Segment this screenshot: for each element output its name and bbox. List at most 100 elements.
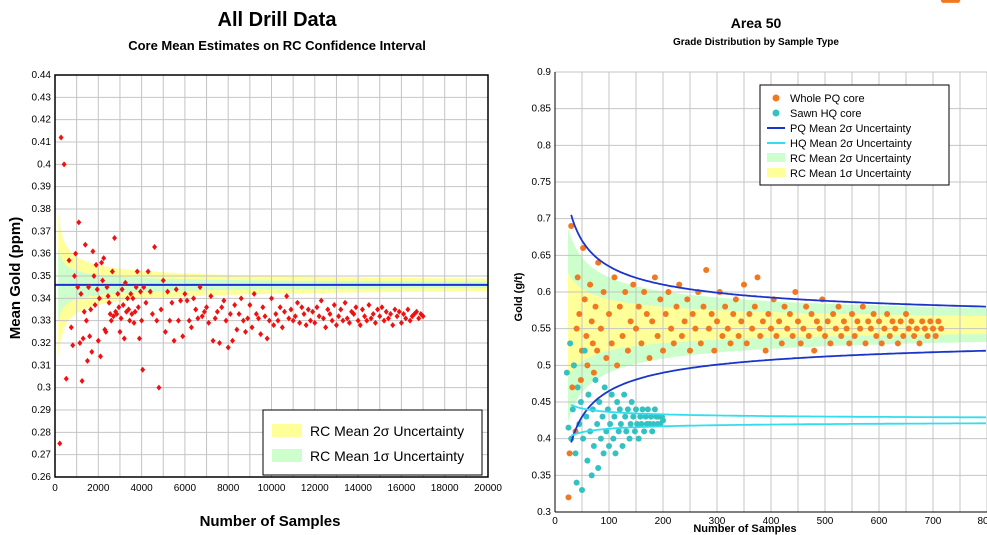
left-data-point (251, 290, 257, 297)
left-data-point (110, 313, 116, 320)
left-data-point (210, 337, 216, 344)
left-y-tick-label: 0.44 (32, 70, 52, 81)
left-data-point (238, 295, 244, 302)
right-pq-point (673, 303, 680, 310)
right-pq-point (657, 296, 664, 303)
right-pq-point (768, 325, 774, 332)
right-hq-point (635, 435, 642, 442)
right-pq-point (616, 303, 623, 310)
right-chart-title: Area 50 (731, 15, 782, 31)
left-data-point (262, 313, 268, 320)
left-data-point (329, 317, 335, 324)
left-y-tick-label: 0.27 (32, 450, 52, 461)
right-pq-point (573, 325, 580, 332)
left-data-point (116, 304, 122, 311)
right-y-tick-label: 0.45 (532, 397, 552, 408)
right-pq-point (590, 369, 597, 376)
left-data-point (120, 302, 126, 309)
right-hq-point (608, 391, 615, 398)
right-pq-point (776, 318, 783, 325)
right-hq-point (648, 413, 655, 420)
left-data-point (204, 304, 210, 311)
right-hq-point (573, 479, 580, 486)
left-data-point (260, 304, 266, 311)
left-data-point (58, 134, 64, 141)
right-pq-point (627, 318, 634, 325)
right-x-tick-label: 80 (977, 516, 987, 527)
left-x-tick-label: 14000 (344, 483, 372, 494)
left-data-point (115, 290, 121, 297)
left-data-point (310, 308, 316, 315)
left-data-point (340, 317, 346, 324)
left-x-tick-label: 10000 (258, 483, 286, 494)
left-data-point (353, 304, 359, 311)
left-data-point (266, 317, 272, 324)
right-hq-point (563, 369, 570, 376)
right-hq-point (588, 472, 595, 479)
right-x-axis-label: Number of Samples (693, 523, 796, 535)
right-hq-point (619, 443, 626, 449)
right-pq-point (911, 333, 918, 339)
left-data-point (217, 340, 223, 346)
left-x-tick-label: 6000 (174, 483, 197, 494)
left-data-point (112, 235, 118, 242)
right-pq-point (932, 333, 939, 339)
right-hq-point (612, 450, 619, 457)
right-hq-point (595, 465, 602, 471)
left-data-point (93, 261, 99, 268)
left-data-point (68, 324, 74, 331)
left-data-point (134, 268, 140, 275)
left-y-tick-label: 0.31 (32, 360, 52, 371)
right-pq-point (735, 333, 742, 339)
left-data-point (323, 324, 329, 331)
right-pq-point (681, 318, 688, 325)
left-y-tick-label: 0.26 (32, 472, 52, 483)
right-legend-box (759, 84, 950, 186)
right-hq-point (649, 428, 656, 435)
right-y-tick-label: 0.55 (532, 324, 552, 335)
left-data-point (281, 308, 287, 315)
right-hq-point (642, 413, 649, 420)
right-hq-lower-line (570, 422, 986, 437)
left-x-tick-label: 8000 (217, 483, 240, 494)
left-data-point (372, 319, 378, 326)
left-data-point (154, 317, 160, 324)
right-pq-point (935, 318, 942, 325)
left-data-point (344, 315, 350, 322)
left-data-point (351, 310, 357, 317)
right-pq-point (603, 355, 610, 361)
left-data-point (127, 317, 133, 324)
left-data-point (105, 293, 111, 300)
left-data-point (271, 322, 277, 329)
right-pq-point (913, 325, 920, 332)
left-data-point (191, 295, 197, 302)
right-pq-point (588, 318, 595, 325)
left-data-point (125, 295, 131, 302)
left-y-tick-label: 0.39 (32, 182, 52, 193)
left-data-point (186, 317, 192, 324)
right-pq-point (581, 296, 588, 303)
left-data-point (375, 306, 381, 313)
right-pq-point (568, 223, 575, 229)
right-pq-point (662, 311, 669, 317)
right-pq-point (587, 281, 594, 288)
left-data-point (316, 313, 322, 320)
left-data-point (97, 353, 103, 360)
right-pq-point (751, 303, 758, 310)
right-pq-point (635, 303, 642, 310)
left-data-point (225, 344, 231, 351)
right-hq-point (567, 340, 574, 347)
left-plot-frame (54, 74, 489, 478)
left-data-point (76, 219, 82, 226)
left-x-tick-label: 20000 (474, 483, 502, 494)
left-legend-swatch-1sigma (272, 449, 302, 462)
right-pq-point (584, 362, 591, 369)
right-pq-point (908, 318, 915, 325)
left-data-point (355, 317, 361, 324)
right-pq-point (646, 355, 653, 361)
right-pq-point (719, 333, 726, 339)
left-data-point (366, 302, 372, 309)
right-pq-point (697, 340, 704, 347)
right-pq-point (608, 340, 615, 347)
left-data-point (92, 302, 98, 309)
